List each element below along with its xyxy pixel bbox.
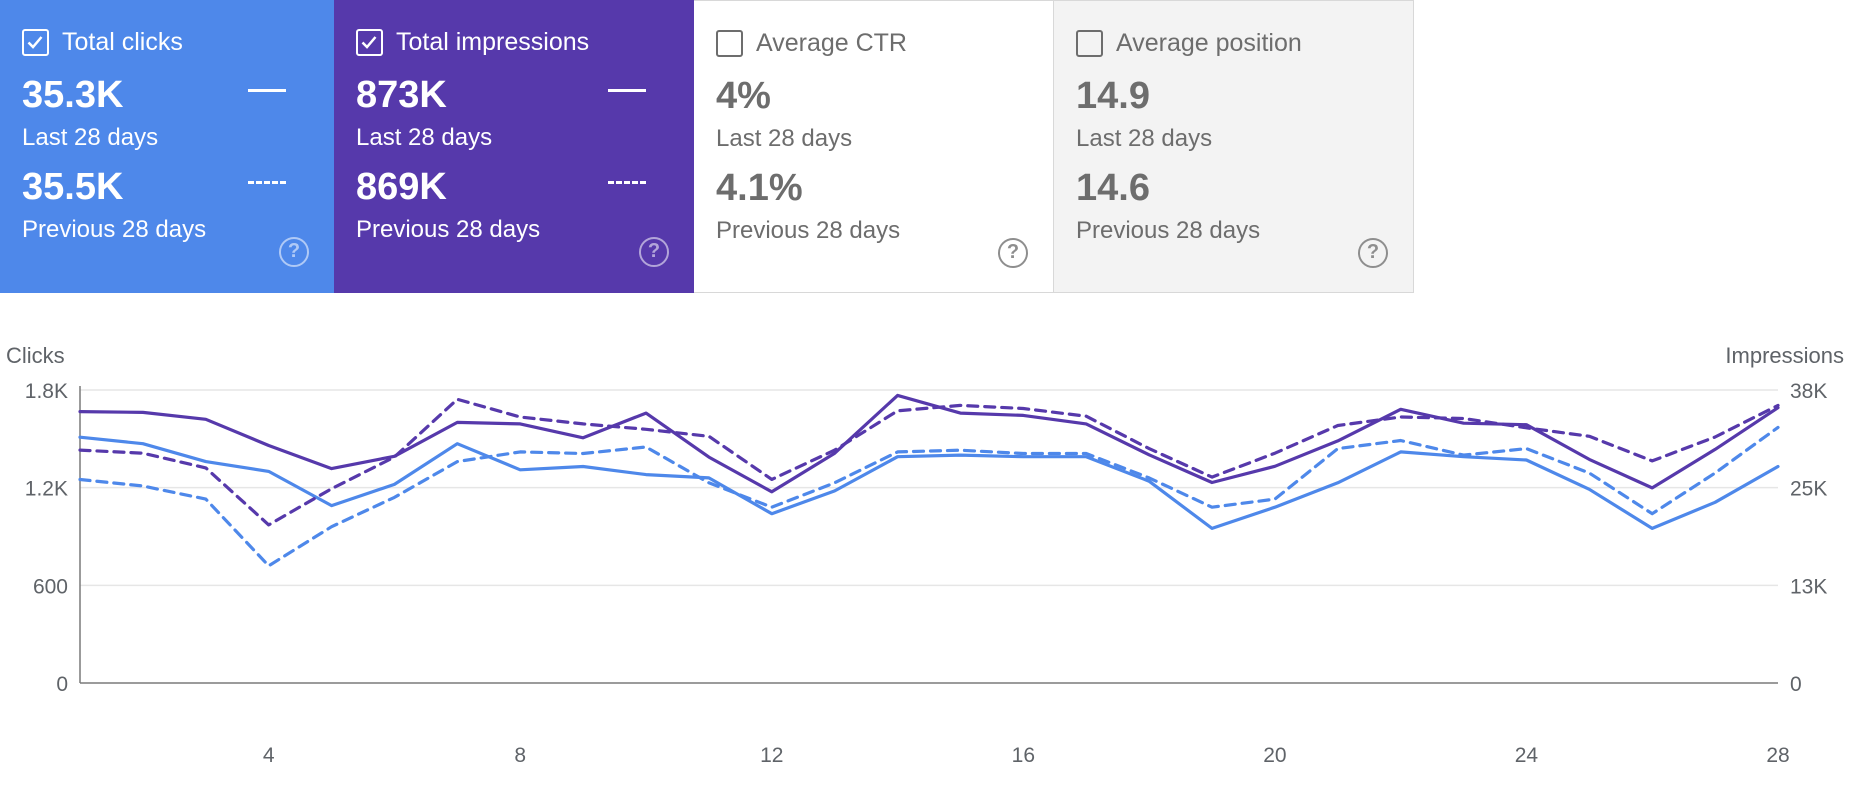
- dashed-line-legend-icon: [608, 181, 646, 184]
- x-tick-label: 16: [1012, 744, 1035, 767]
- left-axis-label: Clicks: [6, 343, 65, 368]
- previous-period-label: Previous 28 days: [356, 216, 541, 243]
- current-value: 4%: [716, 75, 771, 117]
- checkbox-unchecked-icon[interactable]: [1076, 30, 1103, 57]
- card-label: Total impressions: [396, 28, 590, 56]
- checkbox-unchecked-icon[interactable]: [716, 30, 743, 57]
- right-tick-label: 38K: [1790, 380, 1827, 403]
- total-impressions-card[interactable]: Total impressions 873K Last 28 days 869K…: [334, 0, 694, 293]
- help-icon[interactable]: ?: [1358, 238, 1388, 268]
- previous-period-label: Previous 28 days: [22, 216, 207, 243]
- total-clicks-card[interactable]: Total clicks 35.3K Last 28 days 35.5K Pr…: [0, 0, 334, 293]
- current-period-label: Last 28 days: [1076, 125, 1213, 152]
- grid: [79, 386, 1778, 684]
- performance-line-chart: Clicks Impressions 0 0 600 13K 1.2K 25K 1.8K 38…: [6, 343, 1844, 767]
- series-lines: [78, 393, 1780, 568]
- right-tick-label: 0: [1790, 673, 1802, 696]
- solid-line-legend-icon: [608, 89, 646, 92]
- series-line-left-solid: [78, 435, 1780, 530]
- card-label: Average CTR: [756, 29, 907, 57]
- x-tick-label: 28: [1766, 744, 1789, 767]
- help-icon[interactable]: ?: [639, 237, 669, 267]
- solid-line-legend-icon: [248, 89, 286, 92]
- x-tick-label: 24: [1515, 744, 1539, 767]
- previous-value: 869K: [356, 166, 447, 208]
- card-label: Total clicks: [62, 28, 183, 56]
- series-line-right-dashed: [78, 397, 1780, 527]
- left-tick-label: 1.8K: [25, 380, 68, 403]
- series-line-right-solid: [78, 393, 1780, 494]
- previous-period-label: Previous 28 days: [716, 217, 901, 244]
- left-tick-label: 1.2K: [25, 478, 68, 501]
- average-position-card[interactable]: Average position 14.9 Last 28 days 14.6 …: [1054, 0, 1414, 293]
- axis-ticks: 0 0 600 13K 1.2K 25K 1.8K 38K 4 8 12 16 20 24 28: [25, 380, 1828, 767]
- checkbox-checked-icon[interactable]: [22, 29, 49, 56]
- dashed-line-legend-icon: [248, 181, 286, 184]
- previous-value: 35.5K: [22, 166, 124, 208]
- current-period-label: Last 28 days: [22, 124, 159, 151]
- right-axis-label: Impressions: [1725, 343, 1844, 368]
- previous-period-label: Previous 28 days: [1076, 217, 1261, 244]
- series-line-left-dashed: [78, 425, 1780, 568]
- x-tick-label: 20: [1263, 744, 1286, 767]
- metric-cards: Total clicks 35.3K Last 28 days 35.5K Pr…: [0, 0, 1414, 293]
- previous-value: 14.6: [1076, 167, 1150, 209]
- current-value: 35.3K: [22, 74, 124, 116]
- checkbox-checked-icon[interactable]: [356, 29, 383, 56]
- help-icon[interactable]: ?: [998, 238, 1028, 268]
- current-period-label: Last 28 days: [356, 124, 493, 151]
- average-ctr-card[interactable]: Average CTR 4% Last 28 days 4.1% Previou…: [694, 0, 1054, 293]
- current-value: 873K: [356, 74, 447, 116]
- x-tick-label: 8: [514, 744, 526, 767]
- previous-value: 4.1%: [716, 167, 803, 209]
- left-tick-label: 0: [56, 673, 68, 696]
- current-value: 14.9: [1076, 75, 1150, 117]
- right-tick-label: 13K: [1790, 575, 1827, 598]
- left-tick-label: 600: [33, 575, 68, 598]
- x-tick-label: 4: [263, 744, 275, 767]
- card-label: Average position: [1116, 29, 1302, 57]
- help-icon[interactable]: ?: [279, 237, 309, 267]
- current-period-label: Last 28 days: [716, 125, 853, 152]
- x-tick-label: 12: [760, 744, 783, 767]
- right-tick-label: 25K: [1790, 478, 1827, 501]
